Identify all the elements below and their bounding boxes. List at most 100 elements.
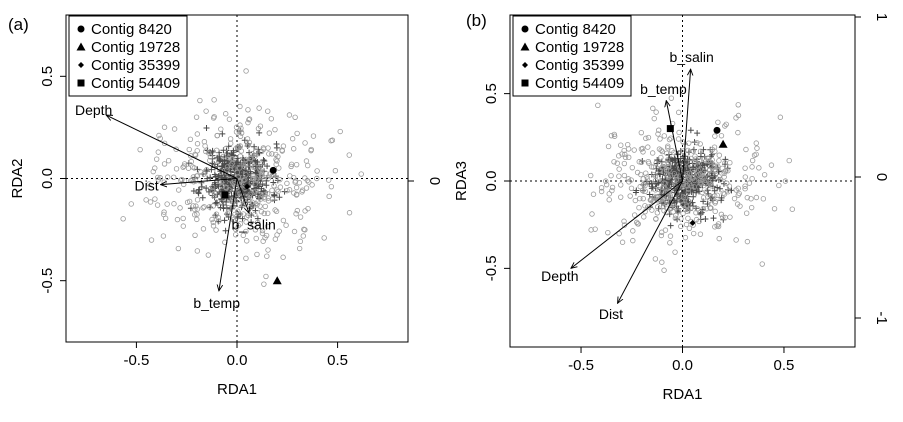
site-point-circle <box>203 148 209 155</box>
site-point-circle <box>619 239 626 245</box>
site-point-plus <box>207 174 214 181</box>
vector-b-temp-arrow <box>666 101 683 182</box>
vector-label: Dist <box>599 306 623 322</box>
contig-marker-square <box>666 125 674 133</box>
site-point-plus <box>276 194 283 201</box>
site-point-circle <box>603 181 610 188</box>
site-point-circle <box>252 188 259 195</box>
y-tick-label: -0.5 <box>483 255 500 281</box>
site-point-circle <box>255 174 261 180</box>
site-point-circle <box>645 204 651 210</box>
vector-label: Depth <box>541 268 578 284</box>
site-point-circle <box>332 168 339 174</box>
site-point-circle <box>220 153 226 160</box>
site-point-circle <box>663 167 670 173</box>
site-point-plus <box>697 211 704 218</box>
site-point-circle <box>733 187 739 193</box>
site-point-plus <box>649 183 656 190</box>
site-point-plus <box>219 175 226 182</box>
site-point-circle <box>699 189 705 196</box>
site-point-circle <box>226 116 233 122</box>
site-point-circle <box>666 136 673 143</box>
site-point-circle <box>687 170 693 176</box>
site-point-circle <box>616 173 622 179</box>
site-point-circle <box>727 214 733 220</box>
site-point-circle <box>655 204 661 210</box>
site-point-circle <box>645 144 651 150</box>
site-point-circle <box>655 198 661 204</box>
site-point-circle <box>736 190 742 197</box>
site-point-circle <box>658 154 664 161</box>
x-axis-label: RDA1 <box>217 381 257 398</box>
site-point-circle <box>691 159 697 165</box>
site-point-circle <box>161 209 167 215</box>
site-point-plus <box>687 127 694 134</box>
legend-label: Contig 35399 <box>91 57 180 74</box>
site-point-circle <box>171 126 178 132</box>
legend-label: Contig 8420 <box>91 21 172 38</box>
site-point-circle <box>245 107 251 113</box>
site-point-circle <box>226 155 232 161</box>
site-point-circle <box>697 231 704 237</box>
site-point-circle <box>690 167 696 173</box>
site-point-circle <box>751 152 758 158</box>
site-point-circle <box>212 190 218 197</box>
site-point-circle <box>609 187 615 194</box>
contig-marker-triangle <box>76 42 86 51</box>
site-point-plus <box>270 179 277 186</box>
site-point-circle <box>200 205 206 211</box>
site-point-circle <box>744 194 750 201</box>
site-point-circle <box>716 158 722 164</box>
site-point-circle <box>735 112 742 119</box>
site-point-plus <box>711 187 718 194</box>
site-point-circle <box>761 172 768 178</box>
site-point-circle <box>653 109 659 115</box>
site-point-circle <box>711 193 718 199</box>
panel-b: (b) Depth Dist b_temp b_salin -0.5 0.0 0.5 RDA1 -… <box>453 11 890 403</box>
site-point-circle <box>661 267 667 273</box>
site-point-circle <box>232 226 239 233</box>
site-point-circle <box>246 196 252 203</box>
site-point-circle <box>284 187 290 194</box>
site-point-circle <box>237 122 243 128</box>
site-point-circle <box>154 202 161 208</box>
site-point-circle <box>768 162 775 168</box>
site-point-circle <box>665 172 671 179</box>
site-point-circle <box>187 136 194 142</box>
site-point-plus <box>196 186 203 193</box>
site-point-circle <box>655 186 662 193</box>
site-point-circle <box>725 168 731 174</box>
site-point-circle <box>294 207 301 214</box>
site-point-circle <box>707 181 713 187</box>
site-point-circle <box>716 235 722 242</box>
site-point-circle <box>147 199 154 205</box>
site-point-circle <box>235 144 242 150</box>
site-point-circle <box>685 198 692 204</box>
contig-marker-square <box>521 79 529 87</box>
site-point-circle <box>636 205 642 211</box>
site-point-circle <box>258 160 264 166</box>
site-point-circle <box>658 232 665 239</box>
site-point-circle <box>684 170 690 177</box>
vector-label: b_salin <box>669 49 713 65</box>
site-point-circle <box>243 228 249 235</box>
site-point-circle <box>627 193 633 199</box>
site-point-circle <box>625 141 631 148</box>
site-point-circle <box>727 160 733 166</box>
site-point-plus <box>224 150 231 157</box>
site-point-circle <box>216 218 222 224</box>
site-point-circle <box>328 183 335 190</box>
site-point-plus <box>198 183 205 190</box>
site-point-circle <box>703 158 709 164</box>
site-point-circle <box>257 203 263 209</box>
site-point-circle <box>264 223 271 230</box>
x-tick-label: 0.5 <box>774 357 795 374</box>
site-point-circle <box>223 145 229 152</box>
site-point-circle <box>280 254 286 260</box>
site-point-circle <box>244 238 250 244</box>
site-point-circle <box>652 256 659 262</box>
site-point-circle <box>200 226 207 232</box>
site-point-circle <box>255 198 261 205</box>
site-point-circle <box>678 223 684 230</box>
site-point-plus <box>203 185 210 192</box>
